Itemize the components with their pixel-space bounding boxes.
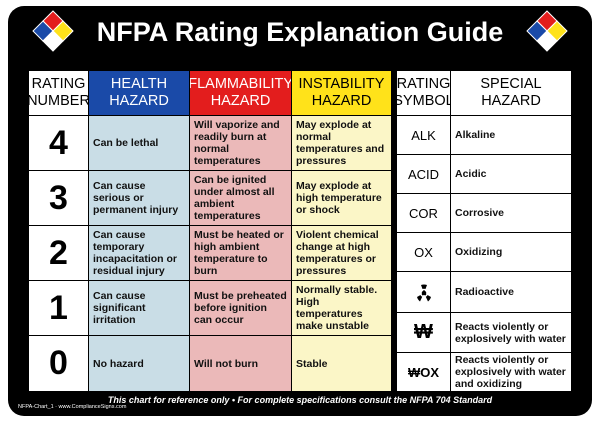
header-rating-number: RATING NUMBER: [28, 70, 89, 116]
symbol-cor: COR: [396, 193, 451, 233]
footer-note: This chart for reference only • For comp…: [107, 395, 493, 405]
symbol-water-reactive: ₩: [396, 312, 451, 353]
flammability-cell: Can be ignited under almost all ambient …: [189, 170, 292, 226]
header-flammability-hazard: FLAMMABILITY HAZARD: [189, 70, 292, 116]
rating-number-0: 0: [28, 335, 89, 392]
rating-number-1: 1: [28, 280, 89, 336]
flammability-cell: Will not burn: [189, 335, 292, 392]
rating-number-4: 4: [28, 115, 89, 171]
header-rating-symbol: RATING SYMBOL: [396, 70, 451, 116]
page-title: NFPA Rating Explanation Guide: [96, 17, 504, 47]
special-description: Alkaline: [450, 115, 572, 155]
special-description: Corrosive: [450, 193, 572, 233]
special-description: Reacts violently or explosively with wat…: [450, 352, 572, 392]
special-description: Radioactive: [450, 271, 572, 313]
symbol-alk: ALK: [396, 115, 451, 155]
flammability-cell: Must be heated or high ambient temperatu…: [189, 225, 292, 281]
instability-cell: Normally stable. High temperatures make …: [291, 280, 392, 336]
flammability-cell: Must be preheated before ignition can oc…: [189, 280, 292, 336]
symbol-water-oxidizing: ₩OX: [396, 352, 451, 392]
special-description: Oxidizing: [450, 232, 572, 272]
header-instability-hazard: INSTABILITY HAZARD: [291, 70, 392, 116]
instability-cell: Violent chemical change at high temperat…: [291, 225, 392, 281]
symbol-radioactive: [396, 271, 451, 313]
special-description: Reacts violently or explosively with wat…: [450, 312, 572, 353]
health-cell: Can cause significant irritation: [88, 280, 190, 336]
rating-table: RATING NUMBER HEALTH HAZARD FLAMMABILITY…: [28, 70, 572, 392]
flammability-cell: Will vaporize and readily burn at normal…: [189, 115, 292, 171]
table-separator: [392, 70, 396, 392]
health-cell: Can cause temporary incapacitation or re…: [88, 225, 190, 281]
radiation-icon: [416, 284, 431, 302]
health-cell: Can be lethal: [88, 115, 190, 171]
rating-number-2: 2: [28, 225, 89, 281]
rating-number-3: 3: [28, 170, 89, 226]
symbol-acid: ACID: [396, 154, 451, 194]
special-description: Acidic: [450, 154, 572, 194]
header-health-hazard: HEALTH HAZARD: [88, 70, 190, 116]
instability-cell: Stable: [291, 335, 392, 392]
instability-cell: May explode at high temperature or shock: [291, 170, 392, 226]
symbol-ox: OX: [396, 232, 451, 272]
nfpa-diamond-icon: [32, 10, 74, 52]
header-special-hazard: SPECIAL HAZARD: [450, 70, 572, 116]
instability-cell: May explode at normal temperatures and p…: [291, 115, 392, 171]
health-cell: No hazard: [88, 335, 190, 392]
small-print: NFPA-Chart_1 · www.ComplianceSigns.com: [18, 404, 127, 410]
health-cell: Can cause serious or permanent injury: [88, 170, 190, 226]
nfpa-diamond-icon: [526, 10, 568, 52]
